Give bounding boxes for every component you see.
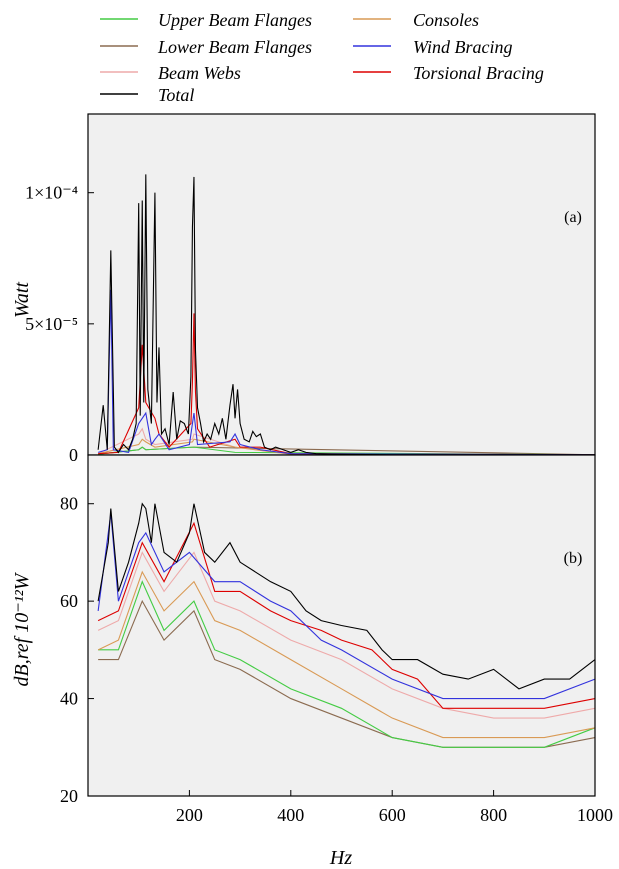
y-tick-label: 1×10⁻⁴ <box>25 183 78 203</box>
panel-b: 20 40 60 80 200 400 600 800 1000 (b) dB,ref 10⁻¹… <box>11 454 613 869</box>
legend-entry: Wind Bracing <box>353 37 513 57</box>
legend-entry: Upper Beam Flanges <box>100 10 312 30</box>
series-line-total <box>97 502 596 690</box>
legend-label: Total <box>158 85 194 105</box>
plot-background <box>88 114 595 455</box>
x-tick-label: 1000 <box>577 805 613 825</box>
y-tick-label: 60 <box>60 591 78 611</box>
x-tick-label: 400 <box>277 805 304 825</box>
series-line-total <box>97 174 595 456</box>
legend: Upper Beam Flanges Consoles Lower Beam F… <box>100 10 544 105</box>
panel-label: (a) <box>564 209 582 226</box>
legend-label: Torsional Bracing <box>413 63 544 83</box>
y-tick-label: 20 <box>60 786 78 806</box>
legend-label: Lower Beam Flanges <box>157 37 312 57</box>
series-line-consoles <box>98 438 596 456</box>
x-tick-label: 800 <box>480 805 507 825</box>
x-axis-label: Hz <box>329 847 352 869</box>
series-line-beam-webs <box>97 551 596 719</box>
legend-entry: Torsional Bracing <box>353 63 544 83</box>
legend-entry: Beam Webs <box>100 63 241 83</box>
y-tick-label: 40 <box>60 689 78 709</box>
legend-label: Consoles <box>413 10 479 30</box>
series-group <box>97 502 596 748</box>
legend-label: Beam Webs <box>158 63 241 83</box>
series-group <box>97 174 596 456</box>
x-tick-label: 600 <box>379 805 406 825</box>
legend-label: Upper Beam Flanges <box>158 10 312 30</box>
plot-frame <box>87 454 596 797</box>
tick-group: 0 5×10⁻⁵ 1×10⁻⁴ <box>25 183 94 465</box>
x-tick-label: 200 <box>176 805 203 825</box>
y-axis-label: dB,ref 10⁻¹²W <box>11 571 33 686</box>
series-line-wind-bracing <box>97 513 596 700</box>
y-tick-label: 80 <box>60 494 78 514</box>
legend-entry: Consoles <box>353 10 479 30</box>
series-line-torsional-bracing <box>98 313 596 456</box>
y-tick-label: 0 <box>69 445 78 465</box>
y-tick-label: 5×10⁻⁵ <box>25 314 78 334</box>
series-line-upper-beam-flanges <box>98 446 596 456</box>
legend-entry: Lower Beam Flanges <box>100 37 312 57</box>
y-axis-label: Watt <box>11 282 33 318</box>
tick-group: 20 40 60 80 200 400 600 800 1000 <box>60 494 613 825</box>
panel-a: 0 5×10⁻⁵ 1×10⁻⁴ (a) Watt <box>11 113 596 465</box>
panel-label: (b) <box>564 550 583 567</box>
series-line-upper-beam-flanges <box>98 580 596 748</box>
series-line-wind-bracing <box>97 289 596 456</box>
legend-entry: Total <box>100 85 194 105</box>
series-line-consoles <box>97 570 596 739</box>
legend-label: Wind Bracing <box>413 37 513 57</box>
